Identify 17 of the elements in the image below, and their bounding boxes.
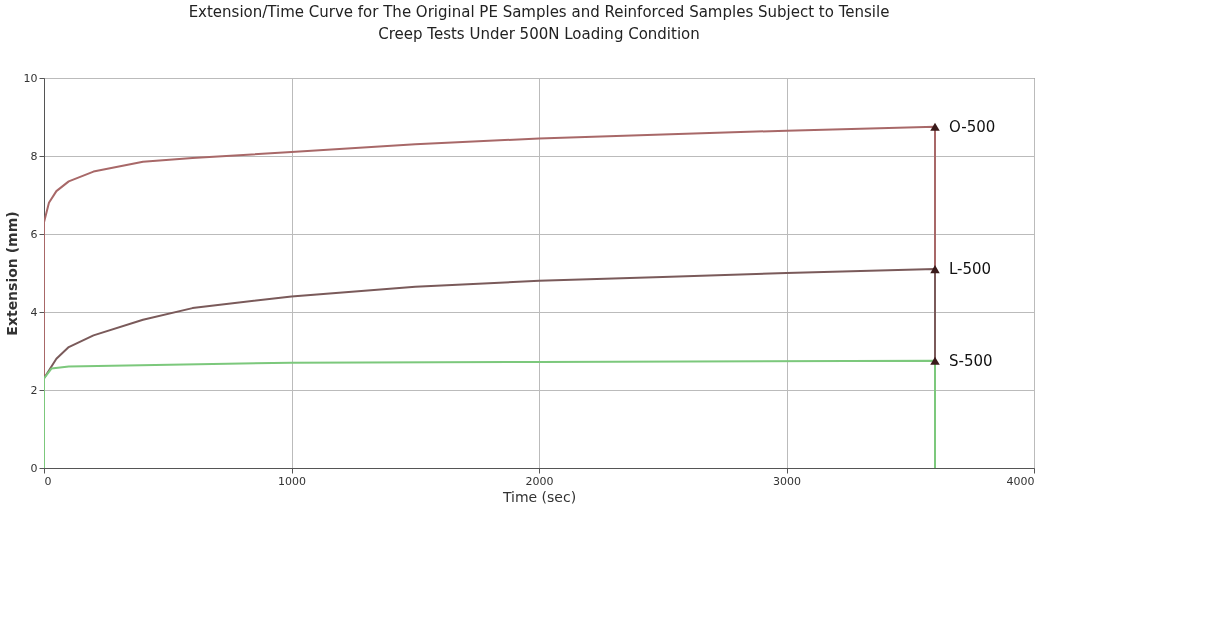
y-tick-label: 0 — [30, 461, 38, 475]
x-tick-label: 4000 — [1006, 474, 1035, 488]
series-label: O-500 — [949, 117, 996, 136]
x-tick-label: 1000 — [278, 474, 306, 488]
chart-title: Extension/Time Curve for The Original PE Samples and Reinforced Samples Subject to Tensile Creep Tests Under 500N Loading Condition — [188, 3, 890, 43]
y-tick-label: 4 — [30, 305, 38, 319]
x-tick-label: 0 — [44, 474, 52, 488]
x-tick-label: 3000 — [773, 474, 801, 488]
series-label: L-500 — [949, 260, 992, 279]
y-axis-title: Extension (mm) — [3, 211, 20, 336]
x-axis-title: Time (sec) — [501, 488, 577, 505]
y-tick-label: 8 — [30, 149, 38, 163]
y-tick-label: 2 — [30, 383, 38, 397]
x-tick-label: 2000 — [525, 474, 554, 488]
y-tick-label: 6 — [30, 227, 38, 241]
y-tick-label: 10 — [23, 71, 38, 85]
series-label: S-500 — [949, 351, 993, 370]
